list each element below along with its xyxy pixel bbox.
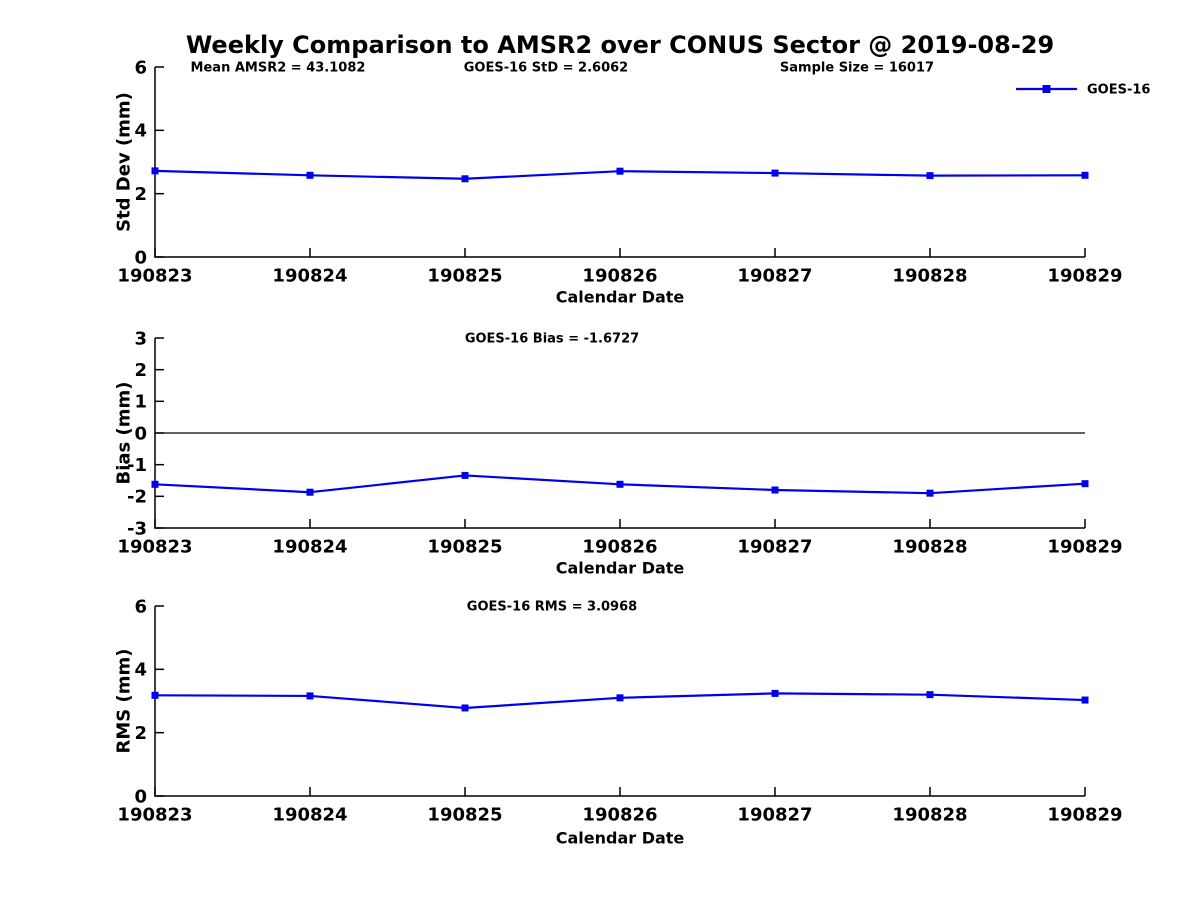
x-tick-label: 190828 [892, 265, 967, 286]
annotation: Mean AMSR2 = 43.1082 [191, 61, 366, 76]
x-tick-label: 190828 [892, 804, 967, 825]
x-tick-label: 190825 [427, 265, 502, 286]
x-tick-label: 190825 [427, 536, 502, 557]
x-tick-label: 190823 [117, 265, 192, 286]
subplot-std-dev: 0 2 4 6 190823 190824 190825 190826 190827 190828… [113, 57, 1150, 306]
axes [154, 67, 1085, 258]
x-tick-label: 190829 [1047, 536, 1122, 557]
x-axis-label: Calendar Date [556, 288, 685, 307]
data-point-marker [926, 691, 934, 699]
x-tick-label: 190827 [737, 265, 812, 286]
data-point-marker [306, 171, 314, 179]
x-axis-label: Calendar Date [556, 829, 685, 848]
legend-marker [1042, 85, 1051, 93]
annotation: Sample Size = 16017 [780, 61, 934, 76]
y-tick-label: -1 [127, 455, 147, 476]
data-point-marker [306, 488, 314, 496]
y-tick-label: -3 [127, 518, 147, 539]
data-point-marker [616, 167, 624, 175]
data-point-marker [771, 169, 779, 177]
subplot-bias: -3 -2 -1 0 1 2 3 190823 190824 190825 190826 190827… [113, 328, 1122, 577]
data-point-marker [1081, 696, 1089, 704]
legend-label: GOES-16 [1087, 83, 1150, 98]
data-point-marker [1081, 480, 1089, 488]
legend: GOES-16 [1016, 83, 1150, 98]
data-point-marker [461, 175, 469, 183]
annotation: GOES-16 StD = 2.6062 [464, 61, 628, 76]
data-point-marker [771, 486, 779, 494]
y-tick-label: 6 [134, 596, 147, 617]
y-tick-label: 0 [134, 423, 147, 444]
annotation: GOES-16 RMS = 3.0968 [467, 600, 637, 615]
chart-title: Weekly Comparison to AMSR2 over CONUS Se… [185, 31, 1055, 59]
x-tick-label: 190829 [1047, 804, 1122, 825]
x-tick-label: 190824 [272, 536, 347, 557]
data-point-marker [151, 167, 159, 175]
y-tick-label: 3 [134, 328, 147, 349]
data-point-marker [771, 689, 779, 697]
y-tick-label: 2 [134, 360, 147, 381]
y-tick-label: -2 [127, 487, 147, 508]
x-tick-label: 190823 [117, 536, 192, 557]
y-tick-label: 0 [134, 786, 147, 807]
x-tick-label: 190827 [737, 804, 812, 825]
data-point-marker [616, 480, 624, 488]
y-tick-label: 1 [134, 392, 147, 413]
y-tick-label: 2 [134, 723, 147, 744]
y-tick-label: 6 [134, 57, 147, 78]
data-point-marker [926, 489, 934, 497]
data-point-marker [461, 704, 469, 712]
data-point-marker [616, 694, 624, 702]
y-tick-label: 4 [134, 121, 147, 142]
y-axis-label: RMS (mm) [113, 649, 134, 754]
subplot-rms: 0 2 4 6 190823 190824 190825 190826 190827 190828… [113, 596, 1122, 847]
y-axis-label: Bias (mm) [113, 382, 134, 485]
data-point-marker [1081, 171, 1089, 179]
x-tick-label: 190827 [737, 536, 812, 557]
data-point-marker [306, 692, 314, 700]
x-tick-label: 190825 [427, 804, 502, 825]
x-tick-label: 190826 [582, 536, 657, 557]
data-point-marker [461, 471, 469, 479]
x-tick-label: 190826 [582, 265, 657, 286]
data-point-marker [151, 480, 159, 488]
x-tick-label: 190824 [272, 804, 347, 825]
annotation: GOES-16 Bias = -1.6727 [465, 332, 639, 347]
x-tick-label: 190824 [272, 265, 347, 286]
data-point-marker [151, 691, 159, 699]
x-tick-label: 190823 [117, 804, 192, 825]
x-tick-label: 190826 [582, 804, 657, 825]
data-point-marker [926, 172, 934, 180]
y-tick-label: 0 [134, 247, 147, 268]
x-tick-label: 190828 [892, 536, 967, 557]
y-tick-label: 2 [134, 184, 147, 205]
x-axis-label: Calendar Date [556, 559, 685, 578]
x-tick-label: 190829 [1047, 265, 1122, 286]
y-axis-label: Std Dev (mm) [113, 92, 134, 232]
y-tick-label: 4 [134, 660, 147, 681]
